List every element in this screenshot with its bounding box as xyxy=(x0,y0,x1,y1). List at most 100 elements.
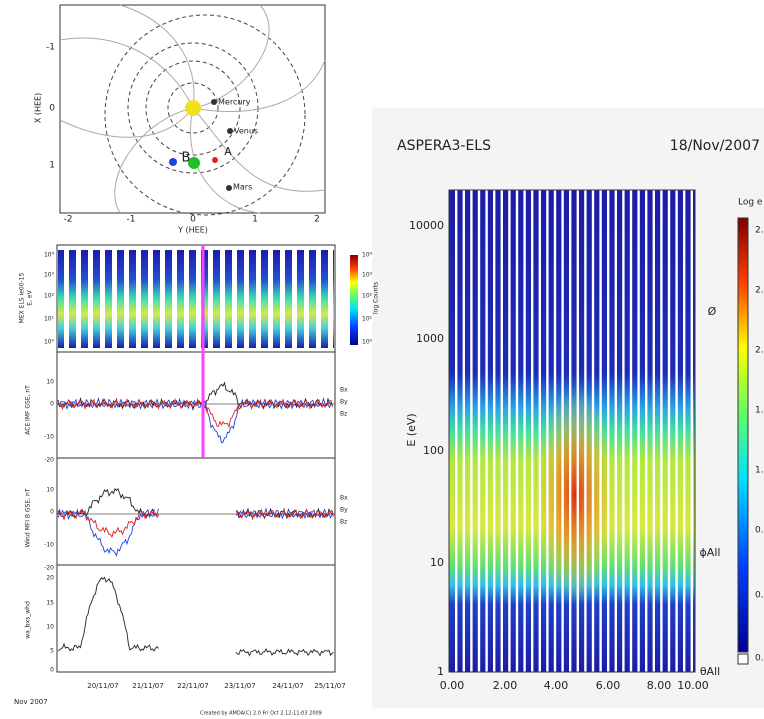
stereo-b xyxy=(169,158,177,166)
x-tick-label: 22/11/07 xyxy=(177,682,208,690)
credit: Created by AMDA(C) 2.0 Fri Oct 2 12:11:0… xyxy=(200,711,322,717)
gap xyxy=(244,250,249,348)
ts-gaps xyxy=(64,250,333,348)
gap xyxy=(493,190,496,672)
x-tick-label: 8.00 xyxy=(647,679,672,692)
x-tick-label: 6.00 xyxy=(596,679,621,692)
x-tick-label: 24/11/07 xyxy=(272,682,303,690)
y-tick-label: 5 xyxy=(50,648,54,655)
gap xyxy=(455,190,458,672)
colorbar-tick-label: 10⁰ xyxy=(362,339,373,346)
y-tick-label: 10⁰ xyxy=(44,339,55,346)
x-tick-label: 2.00 xyxy=(493,679,518,692)
y-tick-label: 10² xyxy=(44,293,55,300)
panel-unit: E, eV xyxy=(27,289,34,305)
gap xyxy=(645,190,648,672)
trace xyxy=(235,507,334,521)
y-tick-label: 15 xyxy=(46,600,54,607)
instrument: ASPERA3-ELS xyxy=(397,138,491,154)
gap xyxy=(462,190,465,672)
gap xyxy=(112,250,117,348)
x-tick-label: -1 xyxy=(46,43,55,53)
gap xyxy=(124,250,129,348)
x-tick-label: 0.00 xyxy=(440,679,465,692)
gap xyxy=(584,190,587,672)
colorbar-tick-label: 2. xyxy=(755,226,764,236)
stereo-a xyxy=(212,157,218,163)
date-label: Nov 2007 xyxy=(14,698,48,706)
y-tick-label: -10 xyxy=(44,542,54,549)
gap xyxy=(268,250,273,348)
gap xyxy=(667,190,671,672)
gap xyxy=(690,190,693,672)
gap xyxy=(76,250,81,348)
gap xyxy=(500,190,503,672)
legend-label: By xyxy=(340,507,348,514)
gap xyxy=(232,250,237,348)
y-tick-label: 1 xyxy=(437,665,444,678)
x-tick-label: 10.00 xyxy=(677,679,709,692)
colorbar xyxy=(737,217,749,653)
colorbar-tick-label: 2. xyxy=(755,346,764,356)
legend-label: Bx xyxy=(340,495,348,502)
y-tick-label: 10000 xyxy=(409,219,444,232)
y-tick-label: 1000 xyxy=(416,332,444,345)
trace xyxy=(57,397,333,444)
gap xyxy=(660,190,663,672)
colorbar-label: Log e xyxy=(738,198,763,208)
gap xyxy=(477,190,481,672)
spacecraft-label: A xyxy=(224,145,232,158)
gap xyxy=(629,190,633,672)
gap xyxy=(515,190,519,672)
colorbar-label: log Counts xyxy=(373,282,380,314)
gap xyxy=(546,190,549,672)
legend-label: Bz xyxy=(340,411,347,418)
y-tick-label: 10 xyxy=(46,624,54,631)
panel-label: MEX ELS ie00-15 xyxy=(19,273,26,324)
earth xyxy=(188,157,200,169)
trace xyxy=(235,648,334,657)
spacecraft-label: B xyxy=(182,151,191,166)
gap xyxy=(220,250,225,348)
y-tick-label: 10 xyxy=(46,487,54,494)
x-tick-label: 20/11/07 xyxy=(87,682,118,690)
axis-label: X (HEE) xyxy=(34,93,43,123)
trace xyxy=(57,397,333,429)
planet-label: Mercury xyxy=(218,98,251,107)
y-tick-label: 100 xyxy=(423,444,444,457)
gap xyxy=(561,190,564,672)
gap xyxy=(304,250,309,348)
gap xyxy=(607,190,610,672)
ts-colorbar xyxy=(350,255,358,345)
gap xyxy=(576,190,579,672)
x-tick-label: 23/11/07 xyxy=(224,682,255,690)
colorbar-tick-label: 1. xyxy=(755,406,764,416)
spirals xyxy=(59,4,326,214)
gap xyxy=(160,250,165,348)
planet-label: Venus xyxy=(234,127,258,136)
y-tick-label: 0 xyxy=(50,667,54,674)
gap xyxy=(136,250,141,348)
x-tick-label: 25/11/07 xyxy=(314,682,345,690)
y-tick-label: 10³ xyxy=(44,272,55,279)
gap xyxy=(569,190,572,672)
mars xyxy=(226,185,232,191)
gap xyxy=(208,250,213,348)
gap xyxy=(538,190,541,672)
gap xyxy=(256,250,261,348)
y-tick-label: 10¹ xyxy=(44,316,55,323)
y-tick-label: 0 xyxy=(50,509,54,516)
y-tick-label: 10 xyxy=(430,556,444,569)
gap xyxy=(675,190,678,672)
side-label: θAll xyxy=(700,665,720,678)
colorbar-empty xyxy=(737,653,749,665)
y-tick-label: 0 xyxy=(190,215,196,225)
gap xyxy=(652,190,655,672)
gap xyxy=(100,250,105,348)
colorbar-tick-label: 10² xyxy=(362,293,373,300)
legend-label: Bx xyxy=(340,387,348,394)
y-tick-label: 20 xyxy=(46,575,54,582)
gap xyxy=(280,250,285,348)
legend-label: By xyxy=(340,399,348,406)
y-tick-label: -20 xyxy=(44,565,54,572)
